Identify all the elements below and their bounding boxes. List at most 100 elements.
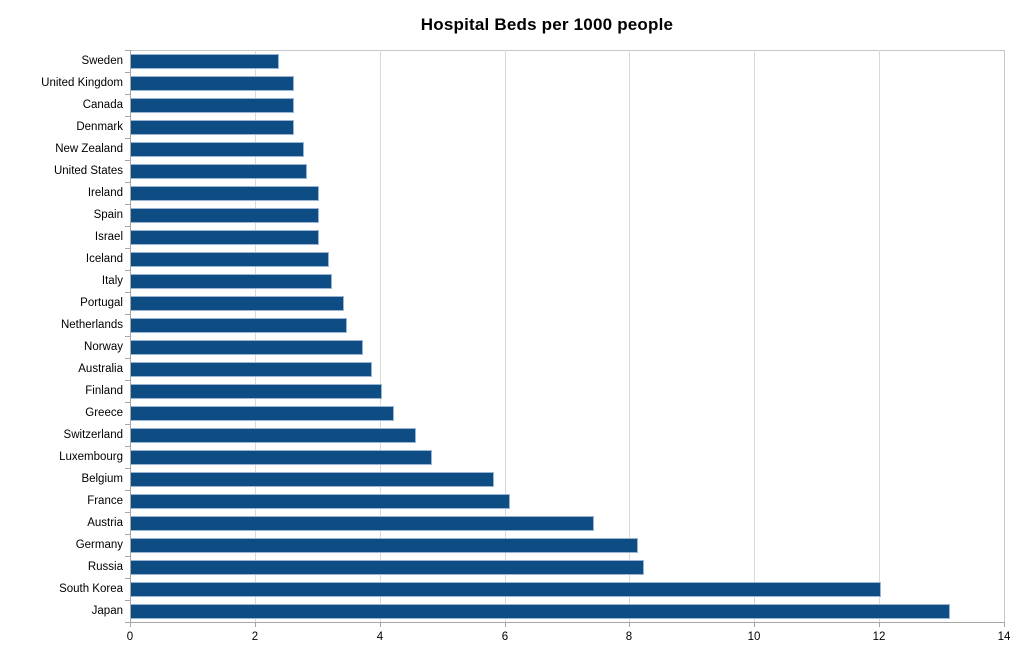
y-tick — [125, 556, 130, 557]
bar-united-kingdom — [130, 76, 294, 91]
y-axis-label: Sweden — [81, 55, 123, 67]
bar-greece — [130, 406, 394, 421]
y-tick — [125, 358, 130, 359]
x-tick-6 — [505, 622, 506, 627]
y-tick — [125, 248, 130, 249]
gridline-x-8 — [629, 50, 630, 622]
x-axis-label: 12 — [872, 631, 886, 643]
y-axis-label: New Zealand — [55, 143, 123, 155]
x-tick-12 — [879, 622, 880, 627]
y-tick — [125, 94, 130, 95]
bar-russia — [130, 560, 644, 575]
y-tick — [125, 204, 130, 205]
bar-ireland — [130, 186, 319, 201]
y-tick — [125, 622, 130, 623]
y-tick — [125, 490, 130, 491]
bar-luxembourg — [130, 450, 432, 465]
gridline-x-10 — [754, 50, 755, 622]
y-tick — [125, 578, 130, 579]
bar-united-states — [130, 164, 307, 179]
y-tick — [125, 182, 130, 183]
y-axis-label: Portugal — [80, 297, 123, 309]
y-axis-label: Italy — [101, 275, 123, 287]
y-tick — [125, 600, 130, 601]
x-axis-label: 6 — [501, 631, 509, 643]
bar-portugal — [130, 296, 344, 311]
x-tick-10 — [754, 622, 755, 627]
plot-border-top — [130, 50, 1005, 51]
bar-japan — [130, 604, 950, 619]
gridline-x-12 — [879, 50, 880, 622]
bar-spain — [130, 208, 319, 223]
gridline-x-6 — [505, 50, 506, 622]
y-tick — [125, 402, 130, 403]
y-tick — [125, 270, 130, 271]
bar-south-korea — [130, 582, 881, 597]
plot-area: Sweden United Kingdom Canada Denmark New Zea… — [41, 50, 1005, 627]
bar-switzerland — [130, 428, 416, 443]
x-axis-label: 8 — [625, 631, 633, 643]
bar-norway — [130, 340, 363, 355]
y-tick — [125, 468, 130, 469]
y-tick — [125, 226, 130, 227]
gridline-x-4 — [380, 50, 381, 622]
x-tick-4 — [380, 622, 381, 627]
y-axis-label: Iceland — [85, 253, 123, 265]
y-tick — [125, 160, 130, 161]
gridline-x-2 — [255, 50, 256, 622]
bar-belgium — [130, 472, 494, 487]
chart-title: Hospital Beds per 1000 people — [420, 15, 674, 34]
bar-italy — [130, 274, 332, 289]
y-tick — [125, 138, 130, 139]
y-axis-label: Australia — [78, 363, 123, 375]
y-tick — [125, 116, 130, 117]
x-tick-14 — [1004, 622, 1005, 627]
y-axis-label: Spain — [93, 209, 123, 221]
y-axis-label: Japan — [91, 605, 123, 617]
y-axis-label: Austria — [87, 517, 123, 529]
y-axis-label: Norway — [84, 341, 123, 353]
bar-austria — [130, 516, 594, 531]
y-tick — [125, 292, 130, 293]
y-axis-label: Netherlands — [60, 319, 123, 331]
y-tick — [125, 72, 130, 73]
x-tick-8 — [629, 622, 630, 627]
bar-sweden — [130, 54, 279, 69]
y-tick — [125, 314, 130, 315]
bar-netherlands — [130, 318, 347, 333]
y-tick — [125, 50, 130, 51]
y-axis-label: South Korea — [59, 583, 123, 595]
x-axis-label: 4 — [376, 631, 384, 643]
y-axis-label: Belgium — [81, 473, 123, 485]
y-axis-label: Israel — [94, 231, 123, 243]
bar-germany — [130, 538, 638, 553]
y-axis-label: Greece — [85, 407, 123, 419]
y-axis-label: Canada — [82, 99, 123, 111]
y-tick — [125, 512, 130, 513]
y-axis-label: France — [87, 495, 123, 507]
y-axis-label: Finland — [85, 385, 123, 397]
x-axis-label: 14 — [997, 631, 1011, 643]
y-axis-label: Russia — [87, 561, 123, 573]
bar-france — [130, 494, 510, 509]
x-tick-0 — [130, 622, 131, 627]
x-axis-line — [130, 622, 1005, 623]
plot-border-right — [1004, 50, 1005, 622]
y-axis-label: United States — [53, 165, 123, 177]
bar-new-zealand — [130, 142, 304, 157]
y-axis-label: Ireland — [87, 187, 123, 199]
y-tick — [125, 424, 130, 425]
x-axis-label: 10 — [747, 631, 761, 643]
y-tick — [125, 446, 130, 447]
y-tick — [125, 336, 130, 337]
y-axis-label: Luxembourg — [59, 451, 123, 463]
x-axis-label: 2 — [251, 631, 259, 643]
y-tick — [125, 534, 130, 535]
bar-israel — [130, 230, 319, 245]
y-axis-line — [130, 50, 131, 623]
y-tick — [125, 380, 130, 381]
y-axis-label: Germany — [75, 539, 123, 551]
y-axis-label: Switzerland — [63, 429, 123, 441]
x-tick-2 — [255, 622, 256, 627]
